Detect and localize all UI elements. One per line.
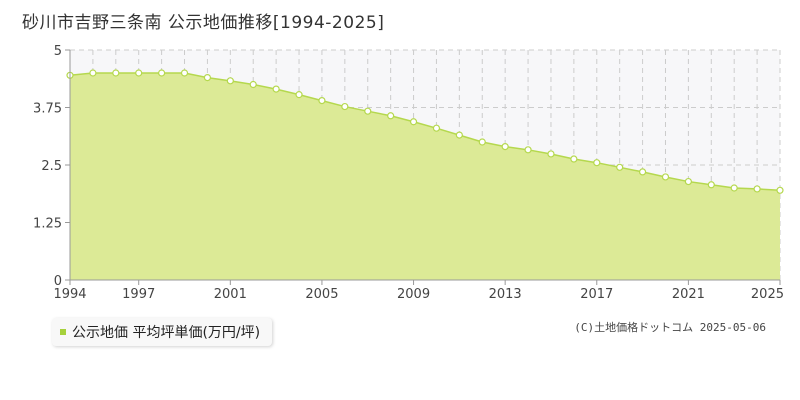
data-point [364, 107, 372, 115]
copyright-text: (C)土地価格ドットコム 2025-05-06 [574, 321, 766, 334]
x-tick-label: 2021 [672, 287, 705, 302]
x-tick-label: 2013 [489, 287, 522, 302]
data-point [158, 69, 166, 77]
data-point [249, 80, 257, 89]
x-tick-label: 2001 [214, 287, 247, 302]
data-point [387, 112, 395, 120]
data-point [684, 177, 692, 186]
data-point [89, 69, 97, 77]
data-point [272, 85, 280, 93]
data-point [203, 73, 212, 82]
data-point [180, 69, 189, 77]
x-tick-label: 2025 [751, 287, 784, 302]
series-area [70, 73, 780, 280]
data-point [409, 118, 418, 126]
data-point [318, 96, 326, 105]
y-tick-label: 2.5 [41, 159, 62, 174]
data-point [341, 102, 349, 111]
legend: 公示地価 平均坪単価(万円/坪) [52, 318, 273, 346]
y-tick-label: 0 [54, 274, 62, 289]
data-point [661, 173, 670, 181]
data-point [455, 131, 463, 139]
data-point [524, 146, 532, 154]
series-line [69, 72, 781, 192]
data-point [593, 159, 601, 167]
data-point [638, 168, 647, 176]
y-tick-label: 5 [54, 44, 62, 59]
chart-title: 砂川市吉野三条南 公示地価推移[1994-2025] [22, 13, 385, 33]
data-point [730, 184, 738, 192]
y-tick-label: 1.25 [33, 217, 62, 232]
legend-label: 公示地価 平均坪単価(万円/坪) [72, 325, 261, 341]
data-point [616, 163, 624, 171]
data-point [547, 150, 555, 158]
data-point [135, 69, 143, 77]
data-point [112, 69, 120, 77]
data-point [226, 77, 234, 85]
data-point [776, 186, 784, 194]
data-point [501, 143, 509, 151]
legend-swatch [60, 329, 66, 335]
data-point [753, 185, 761, 193]
data-point [478, 138, 486, 146]
data-point [295, 91, 303, 99]
y-tick-label: 3.75 [33, 102, 62, 117]
data-point [707, 181, 715, 189]
x-tick-label: 1994 [53, 287, 86, 302]
x-tick-label: 2009 [397, 287, 430, 302]
x-tick-label: 1997 [122, 287, 155, 302]
x-tick-label: 2005 [305, 287, 338, 302]
data-point [432, 124, 441, 132]
data-point [570, 155, 578, 163]
x-tick-label: 2017 [580, 287, 613, 302]
